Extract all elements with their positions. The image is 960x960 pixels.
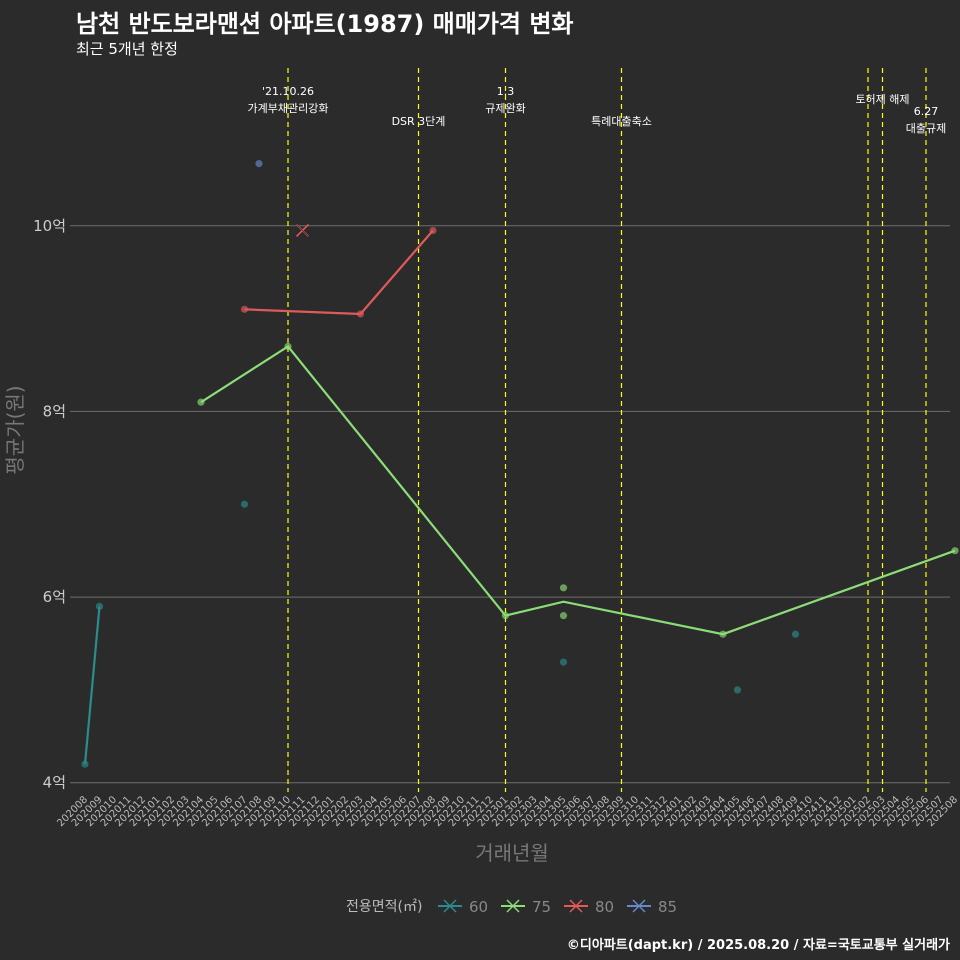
data-point-80 xyxy=(429,226,437,235)
event-label: 가계부채관리강화 xyxy=(248,102,329,115)
legend-title: 전용면적(㎡) xyxy=(346,899,422,915)
data-point-60 xyxy=(240,500,249,508)
event-label: 1.3 xyxy=(497,85,515,98)
data-point-75 xyxy=(559,612,568,620)
event-label: 대출규제 xyxy=(906,122,946,135)
y-axis-title: 평균가(원) xyxy=(3,385,27,474)
event-label: '21.10.26 xyxy=(262,85,314,98)
data-point-80 xyxy=(356,310,365,318)
data-point-60 xyxy=(81,760,89,768)
cross-marker-80 xyxy=(296,224,309,237)
data-point-60 xyxy=(95,602,104,610)
event-label: 6.27 xyxy=(914,105,939,118)
legend-label-80: 80 xyxy=(595,898,614,916)
data-point-75 xyxy=(501,612,510,620)
legend-key-75 xyxy=(506,899,520,913)
data-point-60 xyxy=(791,630,800,638)
y-tick-label: 6억 xyxy=(43,588,66,606)
y-tick-label: 10억 xyxy=(33,217,66,235)
chart-title: 남천 반도보라맨션 아파트(1987) 매매가격 변화 xyxy=(76,10,574,38)
data-point-75 xyxy=(719,630,727,638)
event-label: 토허제 해제 xyxy=(855,92,909,106)
event-label: DSR 3단계 xyxy=(392,115,446,128)
data-point-85 xyxy=(255,160,263,168)
legend-key-60 xyxy=(443,899,457,913)
legend-label-75: 75 xyxy=(532,898,551,916)
data-point-75 xyxy=(559,584,568,592)
data-point-60 xyxy=(733,686,742,694)
series-line-80 xyxy=(244,229,434,316)
y-tick-label: 8억 xyxy=(43,402,66,420)
legend-label-85: 85 xyxy=(658,898,677,916)
series-line-60 xyxy=(83,606,101,765)
event-label: 특례대출축소 xyxy=(591,115,652,128)
y-tick-label: 4억 xyxy=(43,774,66,792)
data-point-75 xyxy=(284,342,292,351)
legend-key-85 xyxy=(632,899,646,913)
data-point-75 xyxy=(951,547,959,555)
data-point-60 xyxy=(559,658,568,666)
data-point-80 xyxy=(240,305,249,313)
chart-subtitle: 최근 5개년 한정 xyxy=(76,40,178,58)
source-caption: ©디아파트(dapt.kr) / 2025.08.20 / 자료=국토교통부 실… xyxy=(566,938,950,953)
legend-label-60: 60 xyxy=(469,898,488,916)
event-label: 규제완화 xyxy=(485,102,525,115)
x-axis-title: 거래년월 xyxy=(475,841,549,865)
legend-key-80 xyxy=(569,899,583,913)
data-point-75 xyxy=(197,398,205,406)
series-line-75 xyxy=(200,345,956,636)
